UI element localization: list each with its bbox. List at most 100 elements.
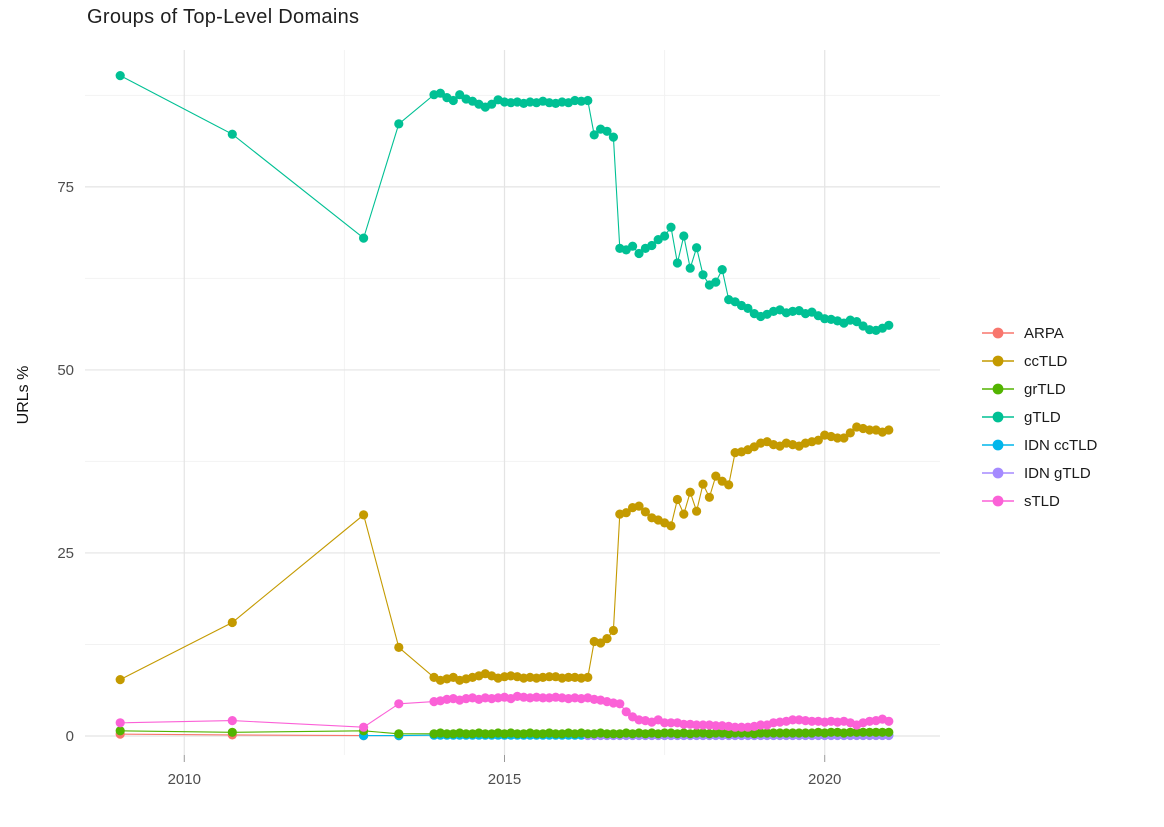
data-point	[442, 729, 452, 739]
data-point	[608, 625, 619, 636]
data-point	[679, 231, 689, 241]
data-point	[768, 728, 779, 738]
legend-item-grtld: grTLD	[981, 375, 1097, 403]
data-point	[736, 722, 747, 732]
data-point	[685, 263, 695, 273]
legend-key-icon	[982, 383, 1014, 395]
data-point	[531, 729, 542, 739]
data-point	[704, 492, 715, 502]
data-point	[826, 727, 836, 737]
data-point	[865, 727, 875, 737]
data-point	[762, 728, 772, 738]
data-point	[608, 132, 619, 142]
legend-key-icon	[982, 355, 1014, 367]
data-point	[711, 728, 721, 738]
legend-label: IDN gTLD	[1024, 464, 1091, 482]
data-point	[621, 707, 631, 717]
data-point	[672, 494, 683, 505]
data-point	[359, 233, 369, 243]
legend-label: grTLD	[1024, 380, 1066, 398]
data-point	[711, 277, 721, 287]
legend-item-idn-cctld: IDN ccTLD	[981, 431, 1097, 459]
data-point	[227, 129, 237, 139]
data-point	[756, 720, 766, 730]
data-point	[813, 435, 823, 445]
data-point	[634, 248, 644, 259]
data-point	[359, 510, 369, 520]
legend-key-icon	[982, 327, 1014, 339]
y-tick-label: 50	[57, 362, 74, 379]
data-point	[660, 718, 670, 728]
data-point	[839, 433, 849, 443]
data-point	[845, 727, 855, 737]
data-point	[666, 521, 676, 531]
data-point	[394, 119, 404, 129]
data-point	[640, 507, 651, 517]
data-point	[884, 716, 894, 726]
data-point	[608, 729, 619, 739]
series-cctld	[115, 422, 894, 685]
x-tick-label: 2020	[808, 771, 841, 788]
data-point	[692, 243, 702, 253]
y-tick-label: 75	[57, 179, 74, 196]
data-point	[724, 480, 734, 490]
legend-item-idn-gtld: IDN gTLD	[981, 459, 1097, 487]
data-point	[615, 699, 625, 709]
data-point	[788, 728, 798, 738]
data-point	[832, 433, 843, 443]
data-point	[865, 425, 875, 435]
legend-label: gTLD	[1024, 408, 1061, 426]
data-point	[461, 729, 471, 739]
data-point	[621, 508, 631, 518]
data-point	[679, 509, 689, 519]
data-point	[115, 71, 125, 81]
data-point	[711, 471, 721, 481]
data-point	[794, 728, 804, 738]
data-point	[538, 693, 548, 703]
data-point	[807, 716, 817, 726]
data-point	[884, 425, 894, 435]
data-point	[487, 99, 497, 109]
legend-item-stld: sTLD	[981, 487, 1097, 515]
data-point	[394, 642, 404, 653]
data-point	[698, 270, 708, 280]
legend-item-cctld: ccTLD	[981, 347, 1097, 375]
series-stld	[115, 691, 894, 732]
legend-label: ARPA	[1024, 324, 1064, 342]
x-tick-label: 2015	[488, 771, 521, 788]
data-point	[359, 722, 369, 732]
data-point	[852, 727, 862, 737]
data-point	[685, 487, 695, 497]
y-tick-label: 25	[57, 545, 74, 562]
data-point	[871, 727, 881, 737]
legend-item-gtld: gTLD	[981, 403, 1097, 431]
data-point	[480, 729, 490, 739]
data-point	[711, 721, 721, 731]
data-point	[227, 617, 237, 628]
data-point	[628, 241, 638, 251]
data-point	[852, 317, 862, 327]
data-point	[756, 728, 766, 738]
data-point	[596, 638, 606, 648]
data-point	[394, 699, 404, 709]
data-point	[115, 726, 125, 736]
data-point	[227, 727, 237, 737]
data-point	[692, 728, 702, 738]
data-point	[666, 718, 676, 728]
data-point	[679, 719, 689, 729]
data-point	[800, 728, 811, 738]
data-point	[698, 720, 708, 730]
data-point	[775, 728, 785, 738]
data-point	[115, 718, 125, 728]
data-point	[435, 88, 445, 98]
legend-key-icon	[982, 495, 1014, 507]
data-point	[877, 727, 888, 737]
data-point	[660, 231, 670, 241]
data-point	[634, 501, 644, 511]
data-point	[692, 720, 702, 730]
data-point	[660, 728, 670, 738]
data-point	[672, 258, 683, 268]
legend-key-icon	[982, 411, 1014, 423]
